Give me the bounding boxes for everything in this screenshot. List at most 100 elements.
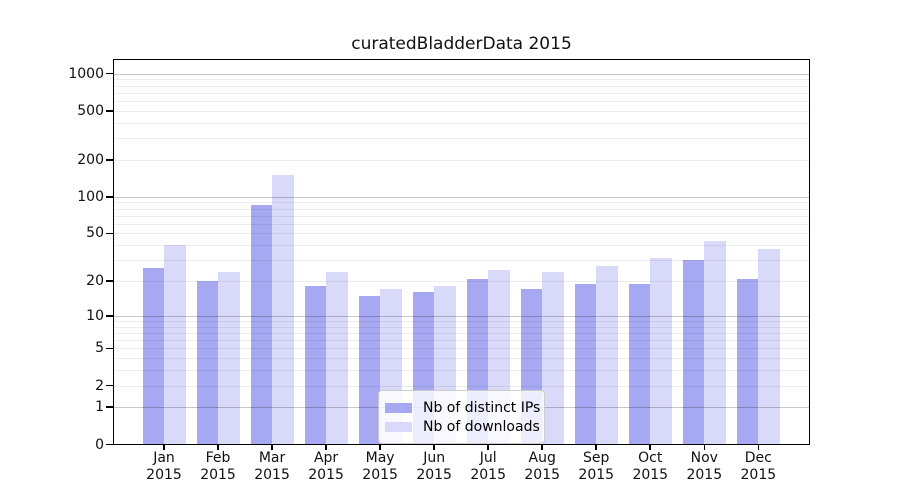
month-name: Apr — [313, 450, 339, 466]
legend-swatch-distinct-ips-icon — [385, 402, 412, 413]
x-axis-month-label: Apr 2015 — [296, 450, 356, 484]
month-name: Sep — [583, 450, 610, 466]
bar-downloads-apr — [326, 271, 348, 445]
minor-gridline — [113, 202, 810, 204]
y-tick-label: 5 — [95, 340, 104, 357]
minor-gridline — [113, 245, 810, 247]
x-tick — [757, 444, 760, 450]
x-tick — [325, 444, 327, 450]
x-axis-month-label: Feb 2015 — [188, 450, 248, 484]
x-tick — [541, 444, 543, 450]
bar-distinct-ips-feb — [196, 281, 219, 445]
month-year: 2015 — [308, 467, 344, 483]
y-tick-label: 1000 — [68, 65, 104, 82]
bar-downloads-mar — [272, 175, 294, 445]
month-name: Oct — [638, 450, 663, 466]
y-tick-label: 10 — [86, 307, 104, 324]
x-tick — [379, 444, 381, 450]
y-tick — [106, 347, 113, 350]
minor-gridline — [113, 358, 810, 360]
x-tick — [595, 444, 598, 450]
major-gridline — [113, 73, 810, 75]
month-year: 2015 — [254, 467, 290, 483]
minor-gridline — [113, 110, 810, 112]
month-year: 2015 — [362, 467, 398, 483]
month-name: Mar — [258, 450, 286, 466]
bar-downloads-nov — [704, 241, 726, 445]
y-tick — [106, 406, 113, 409]
x-axis-month-label: Dec 2015 — [728, 450, 788, 484]
bar-distinct-ips-apr — [304, 286, 327, 445]
month-name: Jul — [479, 450, 497, 466]
bar-downloads-sep — [596, 265, 618, 445]
x-axis-month-label: Sep 2015 — [566, 450, 626, 484]
month-year: 2015 — [686, 467, 723, 483]
bar-distinct-ips-dec — [736, 278, 759, 445]
minor-gridline — [113, 385, 810, 387]
minor-gridline — [113, 92, 810, 94]
major-gridline — [113, 196, 810, 198]
y-tick-label: 1 — [95, 399, 104, 416]
x-axis-month-label: Oct 2015 — [620, 450, 680, 484]
minor-gridline — [113, 320, 810, 322]
x-tick — [703, 444, 706, 450]
bar-distinct-ips-sep — [574, 283, 597, 445]
x-axis-month-label: Aug 2015 — [512, 450, 572, 484]
minor-gridline — [113, 233, 810, 235]
y-tick — [106, 159, 113, 161]
y-tick-label: 200 — [77, 151, 104, 168]
minor-gridline — [113, 85, 810, 87]
minor-gridline — [113, 79, 810, 81]
month-name: Jan — [153, 450, 175, 466]
y-tick — [106, 232, 113, 235]
minor-gridline — [113, 101, 810, 103]
y-tick-label: 500 — [77, 102, 104, 119]
x-tick — [163, 444, 165, 450]
minor-gridline — [113, 340, 810, 342]
bar-distinct-ips-mar — [250, 204, 273, 445]
legend-label-downloads: Nb of downloads — [423, 418, 540, 435]
month-year: 2015 — [146, 467, 182, 483]
minor-gridline — [113, 370, 810, 372]
y-tick — [106, 280, 113, 282]
chart-title: curatedBladderData 2015 — [351, 34, 572, 54]
month-year: 2015 — [470, 467, 506, 483]
month-name: May — [365, 450, 395, 466]
x-tick — [487, 444, 489, 450]
legend-swatch-downloads-icon — [385, 421, 412, 432]
minor-gridline — [113, 223, 810, 225]
x-axis-month-label: Jan 2015 — [134, 450, 194, 484]
minor-gridline — [113, 332, 810, 334]
x-tick — [217, 444, 219, 450]
y-tick — [106, 314, 113, 317]
minor-gridline — [113, 260, 810, 262]
y-tick-label: 2 — [95, 377, 104, 394]
x-axis-month-label: Jun 2015 — [404, 450, 464, 484]
month-name: Dec — [744, 450, 772, 466]
x-tick — [649, 444, 652, 450]
minor-gridline — [113, 215, 810, 217]
month-year: 2015 — [740, 467, 777, 483]
x-axis-month-label: May 2015 — [350, 450, 410, 484]
bar-distinct-ips-may — [358, 295, 381, 445]
bar-distinct-ips-oct — [628, 283, 651, 445]
x-tick — [271, 444, 273, 450]
y-tick — [106, 110, 113, 112]
major-gridline — [113, 315, 810, 317]
month-name: Jun — [423, 450, 446, 466]
y-tick — [106, 443, 113, 446]
month-year: 2015 — [524, 467, 561, 483]
legend-item-distinct-ips: Nb of distinct IPs — [385, 398, 540, 417]
month-year: 2015 — [416, 467, 452, 483]
bar-downloads-feb — [218, 271, 240, 445]
month-year: 2015 — [200, 467, 236, 483]
bar-downloads-oct — [650, 258, 672, 445]
x-axis-month-label: Mar 2015 — [242, 450, 302, 484]
minor-gridline — [113, 159, 810, 161]
y-tick — [106, 195, 113, 198]
legend: Nb of distinct IPs Nb of downloads — [378, 390, 545, 444]
bar-distinct-ips-jan — [142, 267, 164, 445]
month-year: 2015 — [632, 467, 669, 483]
month-year: 2015 — [578, 467, 615, 483]
